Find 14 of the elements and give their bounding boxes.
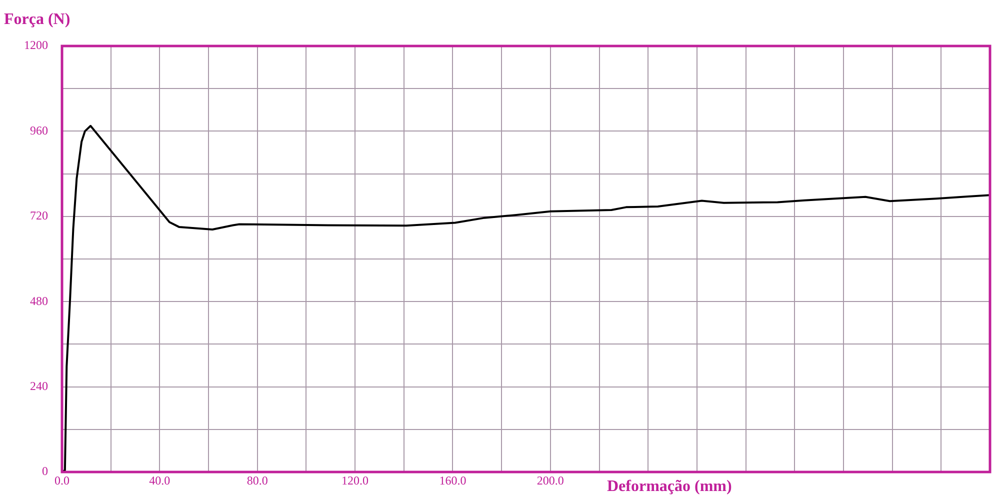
x-tick-label: 40.0	[149, 473, 170, 488]
x-tick-label: 0.0	[54, 473, 70, 488]
y-axis-title: Força (N)	[4, 11, 70, 28]
y-tick-label: 0	[42, 464, 48, 478]
x-tick-label: 200.0	[536, 473, 564, 488]
x-tick-label: 80.0	[246, 473, 268, 488]
x-tick-label: 160.0	[439, 473, 466, 488]
y-tick-label: 1200	[24, 38, 48, 52]
y-tick-label: 480	[30, 294, 48, 308]
y-tick-label: 720	[30, 208, 48, 223]
y-tick-label: 960	[30, 123, 48, 138]
y-tick-label: 240	[30, 378, 48, 393]
x-tick-label: 120.0	[342, 473, 369, 488]
x-axis-title: Deformação (mm)	[607, 478, 732, 495]
